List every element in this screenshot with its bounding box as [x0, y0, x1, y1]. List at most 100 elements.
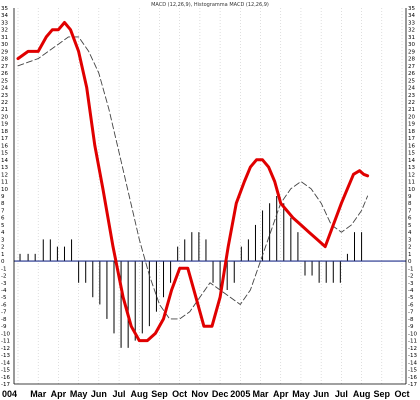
x-tick-label: Mar: [30, 389, 47, 399]
y-tick-label-right: 11: [408, 180, 415, 186]
y-tick-label-right: 17: [408, 136, 415, 142]
macd-line: [16, 21, 370, 343]
y-tick-label-right: -8: [408, 317, 414, 323]
x-tick-label: Apr: [273, 389, 289, 399]
y-tick-label-left: 7: [1, 208, 5, 214]
y-tick-label-right: -12: [408, 346, 417, 352]
x-tick-label: May: [292, 389, 310, 399]
chart-title: MACD (12,26,9), Histogramma MACD (12,26,…: [151, 2, 269, 8]
histogram-layer: [19, 196, 363, 348]
x-axis: 004 Mar Apr May Jun Jul Aug Sep Oct Nov Dec 2005 Mar…: [2, 389, 410, 399]
y-tick-label-left: 5: [1, 223, 5, 229]
y-tick-label-left: 2: [1, 245, 5, 251]
y-tick-label-left: 13: [1, 165, 8, 171]
macd-layer: [16, 21, 370, 343]
y-tick-label-right: -1: [408, 266, 413, 272]
y-tick-label-right: -14: [408, 360, 417, 366]
y-tick-label-left: -11: [1, 339, 10, 345]
x-tick-label: 004: [2, 389, 17, 399]
y-tick-label-left: 10: [1, 187, 8, 193]
y-tick-label-right: 18: [408, 129, 415, 135]
y-tick-label-right: 26: [408, 71, 415, 77]
y-tick-label-left: -17: [1, 382, 10, 388]
y-tick-label-right: 24: [408, 86, 415, 92]
y-tick-label-left: -4: [1, 288, 7, 294]
y-tick-label-right: -3: [408, 281, 414, 287]
x-tick-label: Oct: [394, 389, 409, 399]
x-tick-label: Aug: [353, 389, 371, 399]
y-tick-label-right: 20: [408, 114, 415, 120]
y-tick-label-left: -6: [1, 302, 7, 308]
y-tick-label-right: -5: [408, 295, 414, 301]
y-tick-label-right: 32: [408, 28, 415, 34]
y-tick-label-right: -17: [408, 382, 417, 388]
y-tick-label-right: 1: [408, 252, 412, 258]
y-axis-left: -17-16-15-14-13-12-11-10-9-8-7-6-5-4-3-2…: [1, 6, 10, 388]
y-tick-label-right: 28: [408, 57, 415, 63]
x-tick-label: Jul: [113, 389, 126, 399]
x-tick-label: Mar: [253, 389, 270, 399]
y-tick-label-right: 19: [408, 122, 415, 128]
y-tick-label-left: 6: [1, 216, 5, 222]
y-tick-label-left: -16: [1, 375, 10, 381]
y-tick-label-left: -15: [1, 368, 10, 374]
y-tick-label-left: -7: [1, 310, 7, 316]
y-tick-label-right: -2: [408, 274, 413, 280]
y-tick-label-left: 3: [1, 237, 5, 243]
x-tick-label: Apr: [51, 389, 67, 399]
y-tick-label-left: 14: [1, 158, 8, 164]
y-tick-label-right: -9: [408, 324, 414, 330]
y-tick-label-right: 10: [408, 187, 415, 193]
x-tick-label: Jul: [335, 389, 348, 399]
y-tick-label-left: -3: [1, 281, 7, 287]
y-tick-label-left: 8: [1, 201, 5, 207]
y-tick-label-left: 29: [1, 49, 8, 55]
y-tick-label-right: 23: [408, 93, 415, 99]
y-tick-label-right: 21: [408, 107, 415, 113]
y-tick-label-left: 19: [1, 122, 8, 128]
y-tick-label-right: -15: [408, 368, 417, 374]
y-tick-label-left: -1: [1, 266, 6, 272]
y-tick-label-left: 18: [1, 129, 8, 135]
y-tick-label-right: -4: [408, 288, 414, 294]
signal-layer: [17, 36, 369, 320]
y-tick-label-right: -10: [408, 331, 417, 337]
x-tick-label: Jun: [91, 389, 107, 399]
y-tick-label-left: -8: [1, 317, 7, 323]
y-tick-label-right: 6: [408, 216, 412, 222]
y-tick-label-right: 9: [408, 194, 412, 200]
y-tick-label-right: 16: [408, 143, 415, 149]
y-tick-label-left: 22: [1, 100, 8, 106]
y-tick-label-left: 23: [1, 93, 8, 99]
y-tick-label-right: 3: [408, 237, 412, 243]
y-tick-label-left: 1: [1, 252, 5, 258]
y-tick-label-right: 25: [408, 78, 415, 84]
y-tick-label-right: -11: [408, 339, 417, 345]
x-tick-label: Dec: [212, 389, 229, 399]
y-tick-label-right: 4: [408, 230, 412, 236]
y-tick-label-right: -6: [408, 302, 414, 308]
y-tick-label-right: 0: [408, 259, 412, 265]
y-tick-label-left: 28: [1, 57, 8, 63]
x-tick-label: Sep: [374, 389, 391, 399]
y-tick-label-left: 16: [1, 143, 8, 149]
x-tick-label: Jun: [313, 389, 329, 399]
y-tick-label-left: -12: [1, 346, 10, 352]
y-tick-label-left: 15: [1, 151, 8, 157]
y-tick-label-left: 34: [1, 13, 8, 19]
y-tick-label-right: 30: [408, 42, 415, 48]
x-tick-label: Nov: [191, 389, 208, 399]
y-tick-label-left: 31: [1, 35, 8, 41]
x-tick-label: Sep: [151, 389, 168, 399]
y-tick-label-right: 35: [408, 6, 415, 12]
y-tick-label-right: 7: [408, 208, 412, 214]
y-tick-label-right: 27: [408, 64, 415, 70]
y-tick-label-left: 25: [1, 78, 8, 84]
y-tick-label-left: 9: [1, 194, 5, 200]
y-tick-label-left: 20: [1, 114, 8, 120]
y-tick-label-right: 5: [408, 223, 412, 229]
x-tick-label: 2005: [230, 389, 250, 399]
x-tick-label: Aug: [131, 389, 149, 399]
